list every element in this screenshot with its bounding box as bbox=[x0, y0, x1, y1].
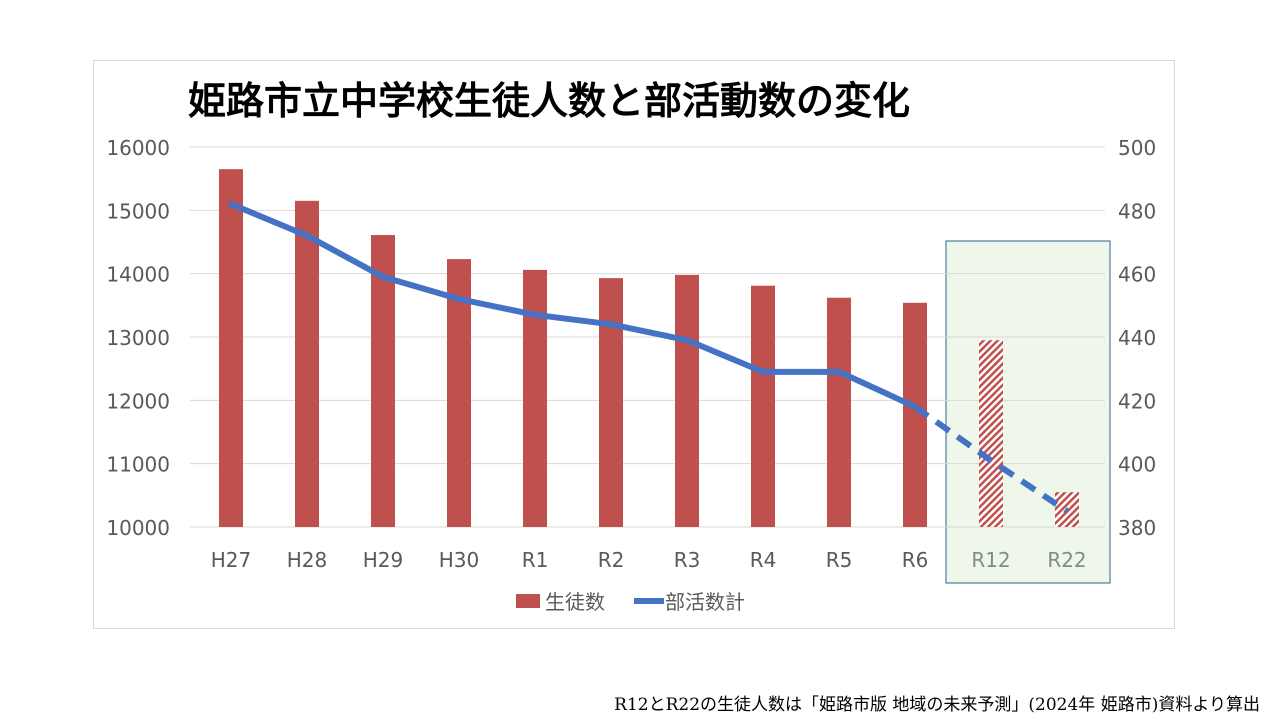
right-tick-label: 500 bbox=[1118, 136, 1156, 160]
x-tick-label: H27 bbox=[211, 548, 252, 572]
right-tick-label: 460 bbox=[1118, 263, 1156, 287]
right-tick-label: 440 bbox=[1118, 326, 1156, 350]
projection-highlight bbox=[945, 240, 1111, 584]
bar-H30 bbox=[447, 259, 471, 527]
left-tick-label: 11000 bbox=[106, 453, 170, 477]
x-tick-label: R5 bbox=[826, 548, 853, 572]
left-tick-label: 15000 bbox=[106, 199, 170, 223]
left-tick-label: 14000 bbox=[106, 263, 170, 287]
x-tick-label: R2 bbox=[598, 548, 625, 572]
bar-R5 bbox=[827, 297, 851, 527]
line-point-H29 bbox=[382, 275, 384, 278]
left-tick-label: 12000 bbox=[106, 389, 170, 413]
line-point-H30 bbox=[458, 298, 460, 300]
bar-H29 bbox=[371, 235, 395, 528]
left-tick-label: 10000 bbox=[106, 516, 170, 540]
bar-R2 bbox=[599, 278, 623, 527]
left-tick-label: 16000 bbox=[106, 136, 170, 160]
x-tick-label: R1 bbox=[522, 548, 549, 572]
x-tick-label: R22 bbox=[1047, 548, 1086, 572]
line-point-H27 bbox=[230, 203, 232, 205]
bar-R4 bbox=[751, 285, 775, 527]
chart-title: 姫路市立中学校生徒人数と部活動数の変化 bbox=[188, 79, 910, 123]
line-point-R4 bbox=[762, 370, 764, 373]
bar-H28 bbox=[295, 200, 319, 528]
bar-R3 bbox=[675, 274, 699, 527]
line-point-H28 bbox=[306, 234, 308, 237]
line-point-R6 bbox=[914, 405, 916, 408]
chart-frame bbox=[93, 60, 1175, 629]
line-point-R1 bbox=[534, 313, 536, 316]
right-tick-label: 400 bbox=[1118, 453, 1156, 477]
bar-R1 bbox=[523, 269, 547, 527]
x-tick-label: R4 bbox=[750, 548, 777, 572]
footnote: R12とR22の生徒人数は「姫路市版 地域の未来予測」(2024年 姫路市)資料… bbox=[614, 695, 1260, 715]
right-tick-label: 420 bbox=[1118, 389, 1156, 413]
line-point-R3 bbox=[686, 339, 688, 342]
legend-bar-label: 生徒数 bbox=[545, 590, 605, 614]
right-tick-label: 480 bbox=[1118, 199, 1156, 223]
line-series bbox=[228, 201, 918, 410]
x-tick-label: H28 bbox=[287, 548, 328, 572]
line-point-R5 bbox=[838, 370, 840, 373]
x-tick-label: R12 bbox=[971, 548, 1010, 572]
x-tick-label: R6 bbox=[902, 548, 929, 572]
legend-line-label: 部活数計 bbox=[665, 590, 745, 614]
x-tick-label: R3 bbox=[674, 548, 701, 572]
line-point-R22 bbox=[1066, 510, 1068, 513]
x-tick-label: H29 bbox=[363, 548, 404, 572]
line-point-R2 bbox=[610, 323, 612, 326]
bar-H27 bbox=[219, 169, 243, 527]
right-tick-label: 380 bbox=[1118, 516, 1156, 540]
line-point-R12 bbox=[990, 459, 992, 462]
legend-bar-swatch bbox=[516, 594, 540, 608]
bar-R12 bbox=[979, 340, 1003, 527]
x-tick-label: H30 bbox=[439, 548, 480, 572]
left-tick-label: 13000 bbox=[106, 326, 170, 350]
legend: 生徒数 部活数計 bbox=[516, 590, 745, 614]
